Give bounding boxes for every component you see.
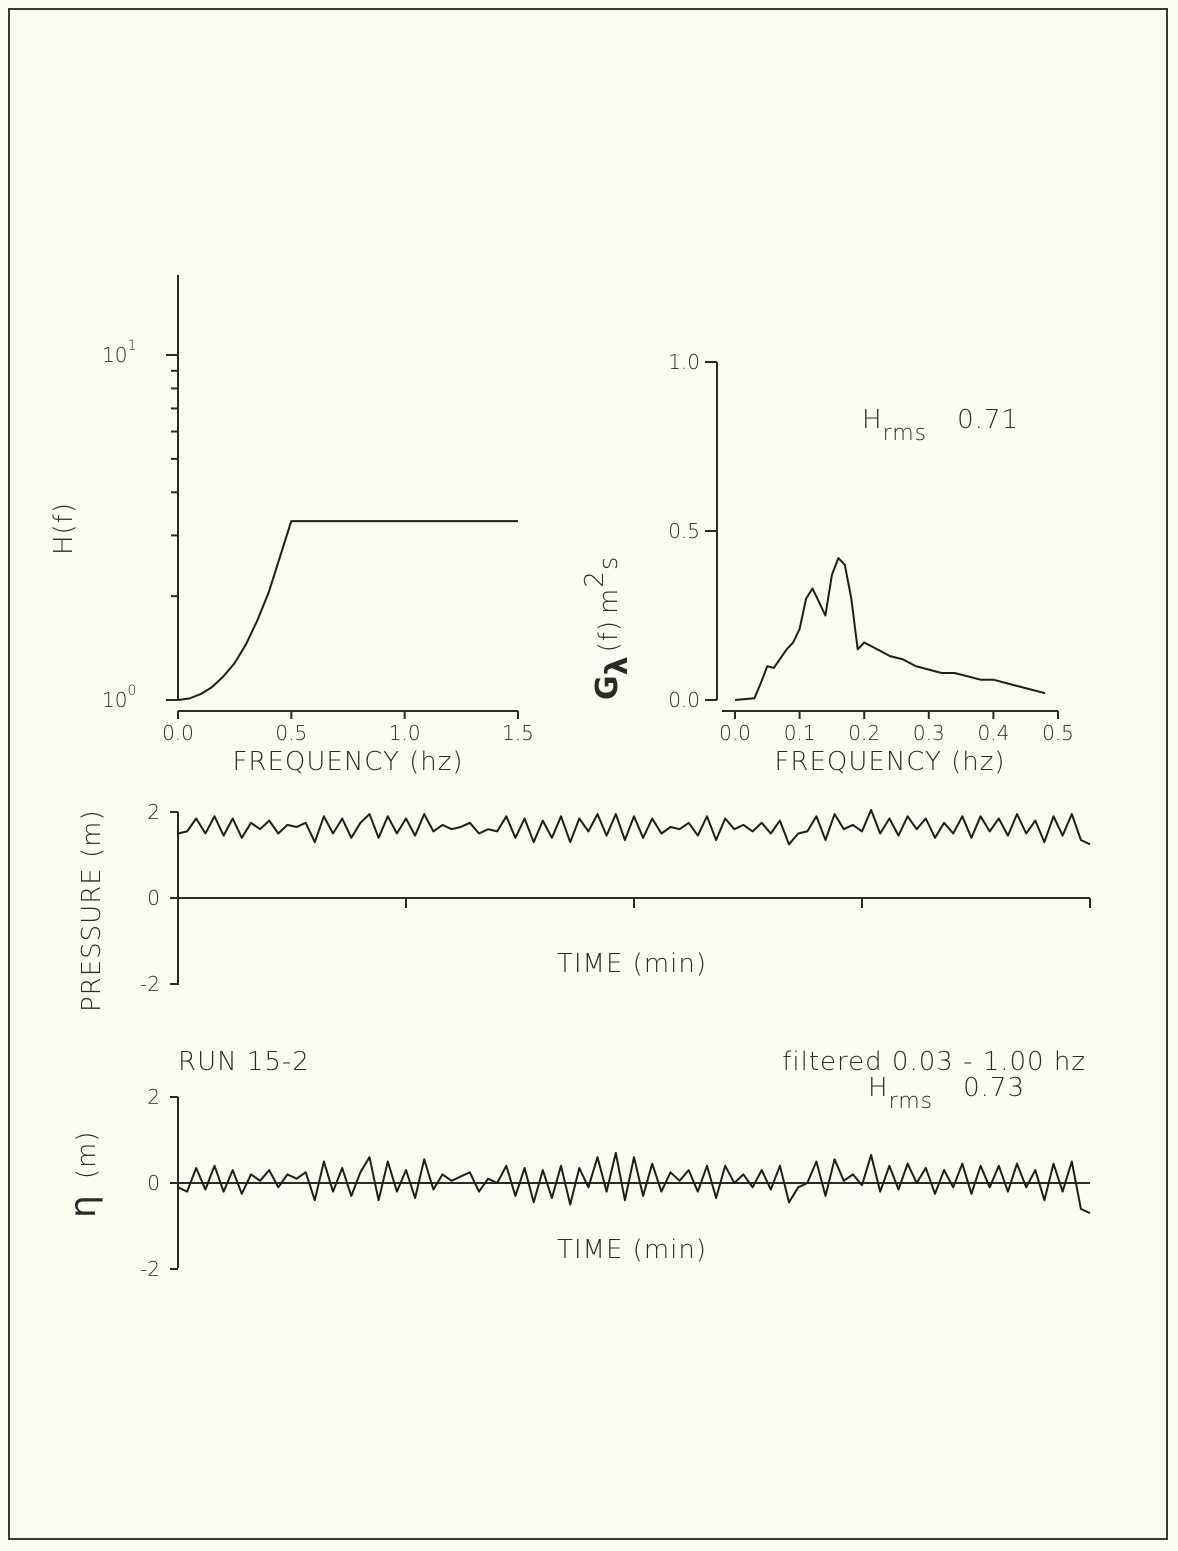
eta-y-tick-label: 2 [147, 1085, 160, 1109]
run-label: RUN 15-2 [178, 1047, 310, 1077]
eta-hrms-annotation: Hrms 0.73 [868, 1073, 1025, 1114]
eta-series-line [177, 1151, 1091, 1215]
spectrum-x-tick-label: 0.2 [848, 721, 880, 745]
transfer-y-tick-top: 101 [102, 338, 136, 367]
transfer-x-tick-label: 0.5 [275, 721, 307, 745]
pressure-y-tick-label: -2 [140, 972, 160, 996]
pressure-y-tick-label: 2 [147, 800, 160, 824]
spectrum-x-tick-label: 0.4 [977, 721, 1009, 745]
transfer-function-chart: 0.0 0.5 1.0 1.5 101 100 H(f) FREQUENCY (hz) [49, 275, 534, 777]
spectrum-x-ticks: 0.0 0.1 0.2 0.3 0.4 0.5 [719, 711, 1074, 745]
transfer-y-tick-bottom: 100 [102, 683, 136, 712]
spectrum-x-tick-label: 0.5 [1042, 721, 1074, 745]
pressure-x-label: TIME (min) [557, 949, 707, 979]
spectrum-hrms-annotation: Hrms 0.71 [862, 405, 1019, 446]
spectrum-y-tick-label: 0.5 [668, 519, 700, 543]
spectrum-y-label: Gλ(f)m2s [580, 556, 635, 700]
transfer-x-tick-label: 1.0 [389, 721, 421, 745]
pressure-y-ticks: 2 0 -2 [140, 800, 178, 996]
spectrum-x-label: FREQUENCY (hz) [774, 747, 1005, 777]
eta-x-label: TIME (min) [557, 1235, 707, 1265]
spectrum-series-line [734, 557, 1046, 701]
eta-y-tick-label: 0 [147, 1171, 160, 1195]
eta-y-tick-label: -2 [140, 1257, 160, 1281]
spectrum-y-ticks: 0.0 0.5 1.0 [668, 350, 717, 712]
transfer-x-ticks: 0.0 0.5 1.0 1.5 [162, 711, 534, 745]
pressure-x-ticks [405, 898, 1091, 908]
spectrum-chart: 0.0 0.5 1.0 0.0 0.1 0.2 0.3 0.4 0.5 FREQUENCY (… [580, 350, 1074, 777]
spectrum-y-tick-label: 1.0 [668, 350, 700, 374]
transfer-x-label: FREQUENCY (hz) [232, 747, 463, 777]
eta-y-ticks: 2 0 -2 [140, 1085, 178, 1281]
transfer-x-tick-label: 1.5 [502, 721, 534, 745]
transfer-series-line [177, 520, 518, 701]
transfer-y-label: H(f) [49, 502, 79, 555]
spectrum-y-tick-label: 0.0 [668, 688, 700, 712]
pressure-y-label: PRESSURE (m) [77, 809, 107, 1012]
transfer-y-ticks [166, 354, 178, 701]
eta-chart: 2 0 -2 TIME (min) RUN 15-2 filtered 0.03 -… [63, 1047, 1091, 1281]
spectrum-x-tick-label: 0.1 [784, 721, 816, 745]
spectrum-x-tick-label: 0.0 [719, 721, 751, 745]
pressure-chart: 2 0 -2 TIME (min) PRESSURE (m) [77, 800, 1091, 1012]
pressure-y-tick-label: 0 [147, 886, 160, 910]
spectrum-x-tick-label: 0.3 [913, 721, 945, 745]
filter-label: filtered 0.03 - 1.00 hz [782, 1047, 1086, 1077]
transfer-x-tick-label: 0.0 [162, 721, 194, 745]
pressure-series-line [177, 808, 1091, 846]
page-border [8, 8, 1168, 1540]
eta-y-label: η(m) [63, 1131, 104, 1218]
